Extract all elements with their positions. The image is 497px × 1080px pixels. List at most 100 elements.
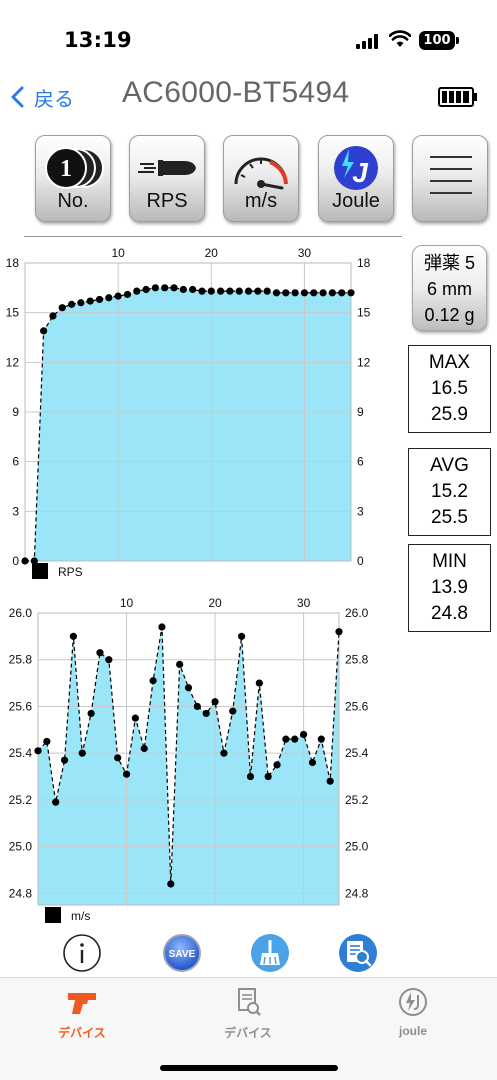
chart2-point bbox=[60, 756, 69, 764]
clear-brush-icon[interactable] bbox=[250, 933, 290, 973]
chart1-ytick-right: 15 bbox=[357, 306, 371, 320]
chart1-point bbox=[179, 285, 187, 294]
info-icon[interactable] bbox=[62, 933, 102, 973]
chart1-ytick-left: 3 bbox=[12, 504, 19, 518]
chart1-ytick-left: 18 bbox=[6, 256, 20, 270]
save-icon[interactable]: SAVE bbox=[162, 933, 202, 973]
chart1-point bbox=[40, 327, 48, 335]
chart2-ytick-left: 25.8 bbox=[9, 653, 33, 667]
tab-joule[interactable]: joule bbox=[353, 986, 473, 1038]
rps-button[interactable]: RPS bbox=[129, 135, 205, 222]
chart2-ytick-right: 25.4 bbox=[345, 746, 369, 760]
shot-count-button[interactable]: 1 No. bbox=[35, 135, 111, 222]
joule-label: Joule bbox=[332, 190, 380, 212]
search-document-icon[interactable] bbox=[338, 933, 378, 973]
chart1-legend-label: RPS bbox=[58, 565, 83, 579]
chart2-point bbox=[273, 761, 281, 769]
chart2-point bbox=[69, 632, 78, 640]
min-label: MIN bbox=[432, 551, 467, 572]
speed-button[interactable]: m/s bbox=[223, 135, 299, 222]
chart1-point bbox=[133, 287, 141, 295]
chart2-xtick: 10 bbox=[120, 596, 134, 610]
tab-device-history-label: デバイス bbox=[224, 1026, 272, 1040]
tab-device-history[interactable]: デバイス bbox=[188, 986, 308, 1041]
shot-count-label: No. bbox=[57, 190, 89, 212]
gun-icon bbox=[68, 993, 96, 1014]
chart1-ytick-left: 15 bbox=[6, 306, 20, 320]
chart1-point bbox=[49, 312, 57, 320]
chart2-point bbox=[238, 632, 246, 640]
chart2-point bbox=[131, 714, 139, 722]
document-search-icon bbox=[238, 988, 261, 1016]
chart2-ytick-left: 25.2 bbox=[9, 793, 33, 807]
menu-icon bbox=[430, 156, 472, 204]
speed-label: m/s bbox=[244, 190, 278, 212]
chart2-point bbox=[167, 880, 175, 888]
chart2-point bbox=[229, 707, 237, 715]
chart2-point bbox=[43, 737, 51, 746]
joule-button[interactable]: J Joule bbox=[318, 135, 394, 222]
avg-label: AVG bbox=[430, 455, 469, 476]
chart1-point bbox=[282, 289, 290, 297]
chart2-point bbox=[158, 623, 166, 631]
save-label: SAVE bbox=[169, 949, 196, 960]
chart1-point bbox=[319, 289, 327, 297]
chart2-legend-swatch bbox=[45, 907, 61, 923]
chart1-ytick-right: 12 bbox=[357, 355, 371, 369]
chart1-point bbox=[142, 285, 150, 294]
chart1-point bbox=[161, 284, 169, 292]
avg-rps: 15.2 bbox=[431, 481, 468, 502]
chart2-point bbox=[105, 656, 113, 664]
chart2-point bbox=[140, 744, 148, 753]
tab-device[interactable]: デバイス bbox=[22, 986, 142, 1041]
chart2-point bbox=[264, 772, 272, 781]
divider bbox=[24, 236, 402, 237]
chart1-ytick-right: 18 bbox=[357, 256, 371, 270]
chart2-point bbox=[308, 758, 317, 767]
chart1-point bbox=[272, 289, 281, 297]
chart1-ytick-right: 6 bbox=[357, 455, 364, 469]
menu-button[interactable] bbox=[412, 135, 488, 222]
shot-count-icon: 1 bbox=[45, 147, 104, 189]
chart2-point bbox=[299, 730, 308, 739]
chart2-point bbox=[52, 798, 60, 806]
battery-percent: 100 bbox=[423, 33, 451, 48]
chart2-xtick: 30 bbox=[297, 596, 311, 610]
joule-icon: J bbox=[334, 146, 378, 190]
chart1-point bbox=[67, 300, 76, 308]
chart1-point bbox=[189, 285, 197, 294]
chart1-ytick-left: 0 bbox=[12, 554, 19, 568]
tab-joule-label: joule bbox=[398, 1024, 427, 1038]
ammo-button[interactable]: 弾薬 5 6 mm 0.12 g bbox=[412, 245, 487, 331]
chart1-point bbox=[254, 287, 262, 295]
chart2-point bbox=[220, 749, 228, 757]
chart2-point bbox=[184, 684, 193, 692]
ammo-type: 弾薬 5 bbox=[423, 253, 475, 273]
page-title: AC6000-BT5494 bbox=[122, 76, 350, 109]
speed-chart: 24.8 24.8 25.0 25.0 25.2 25.2 25.4 25.4 25.6 25.6… bbox=[9, 596, 369, 923]
chart2-point bbox=[193, 702, 201, 711]
chart2-area bbox=[38, 627, 339, 905]
chart2-legend-label: m/s bbox=[71, 909, 90, 923]
chart1-point bbox=[235, 287, 243, 295]
chart1-ytick-left: 12 bbox=[6, 355, 20, 369]
chart1-frame bbox=[24, 262, 352, 562]
chart2-point bbox=[246, 772, 255, 781]
chart2-ytick-left: 26.0 bbox=[9, 606, 33, 620]
chart2-point bbox=[78, 749, 86, 757]
chart1-point bbox=[347, 289, 355, 297]
chart1-point bbox=[86, 297, 94, 305]
chart2-point bbox=[282, 735, 290, 743]
chart1-point bbox=[226, 287, 234, 295]
chart2-ytick-right: 25.0 bbox=[345, 840, 369, 854]
max-rps: 16.5 bbox=[431, 378, 468, 399]
rps-label: RPS bbox=[146, 190, 188, 212]
chart2-point bbox=[202, 709, 210, 718]
chart2-xtick: 20 bbox=[208, 596, 222, 610]
chart2-point bbox=[114, 754, 122, 762]
battery-status-icon: 100 bbox=[419, 31, 459, 50]
chart2-point bbox=[34, 747, 42, 755]
chart2-ytick-left: 25.4 bbox=[9, 746, 33, 760]
speedometer-icon bbox=[234, 157, 288, 190]
back-button[interactable]: 戻る bbox=[10, 84, 74, 111]
